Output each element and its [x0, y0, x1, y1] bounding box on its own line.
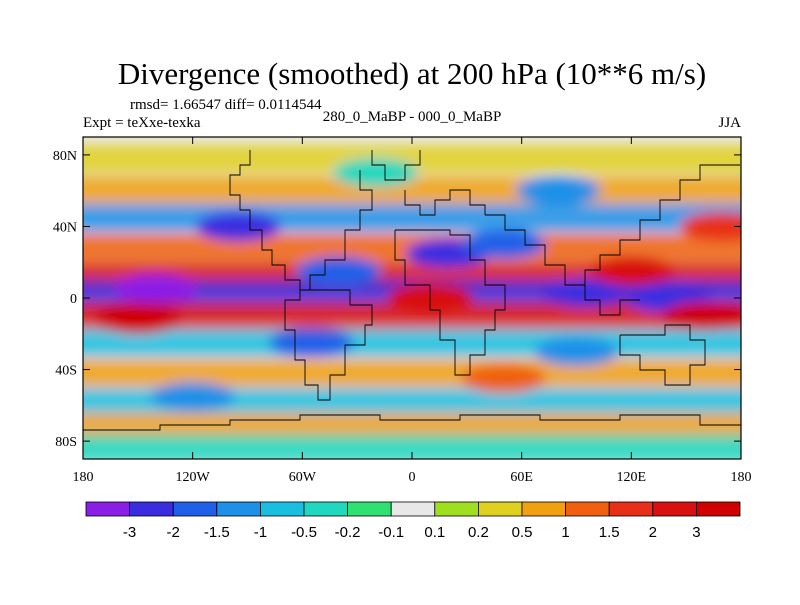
coastline-africa — [394, 229, 506, 376]
field-feature-11 — [269, 328, 354, 357]
field-feature-16 — [516, 176, 601, 205]
colorbar-label-8: 0.2 — [468, 524, 489, 541]
x-tick-label-3: 0 — [409, 470, 416, 485]
x-tick-label-2: 60W — [289, 470, 317, 485]
chart-title: Divergence (smoothed) at 200 hPa (10**6 … — [118, 56, 706, 91]
colorbar-label-9: 0.5 — [512, 524, 533, 541]
x-tick-label-4: 60E — [510, 470, 533, 485]
colorbar-labels: -3 -2 -1.5 -1 -0.5 -0.2 -0.1 0.1 0.2 0.5 1 1.5 2 3 — [123, 524, 701, 541]
field-feature-2 — [296, 257, 381, 286]
coastline-europe — [404, 189, 486, 216]
y-tick-labels: 80N 40N 0 40S 80S — [53, 149, 77, 450]
colorbar-swatch-14 — [696, 501, 741, 517]
colorbar-swatch-8 — [434, 501, 479, 517]
colorbar-swatch-10 — [521, 501, 566, 517]
field-feature-5 — [543, 278, 628, 307]
y-tick-label-3: 40S — [55, 364, 77, 379]
plot-area — [83, 137, 741, 459]
field-band-7 — [83, 328, 741, 357]
season-label: JJA — [718, 115, 741, 131]
coastline-southeast-asia — [584, 285, 640, 316]
x-tick-label-5: 120E — [617, 470, 647, 485]
colorbar-swatch-2 — [172, 501, 218, 517]
field-band-2 — [83, 203, 741, 232]
y-tick-label-2: 0 — [70, 292, 77, 307]
colorbar-label-13: 3 — [692, 524, 700, 541]
colorbar-label-6: -0.1 — [378, 524, 404, 541]
colorbar-label-7: 0.1 — [424, 524, 445, 541]
field-feature-10 — [95, 305, 180, 334]
experiment-label: Expt = teXxe-texka — [83, 115, 201, 131]
colorbar-swatch-6 — [347, 501, 392, 517]
y-tick-label-4: 80S — [55, 435, 77, 450]
colorbar-swatch-12 — [608, 501, 654, 517]
field-feature-17 — [680, 212, 741, 241]
colorbar-label-3: -1 — [254, 524, 267, 541]
field-band-1 — [83, 176, 741, 205]
colorbar-label-11: 1.5 — [599, 524, 620, 541]
field-feature-13 — [150, 382, 235, 411]
colorbar-label-0: -3 — [123, 524, 136, 541]
y-tick-label-1: 40N — [53, 220, 77, 235]
field-band-8 — [83, 359, 741, 388]
x-tick-labels: 180 120W 60W 0 60E 120E 180 — [73, 470, 752, 485]
colorbar-swatch-4 — [259, 501, 305, 517]
field-feature-8 — [589, 257, 674, 286]
coastlines — [83, 150, 741, 431]
coastline-greenland — [371, 150, 421, 181]
field-feature-14 — [534, 337, 619, 366]
colorbar-swatch-0 — [85, 501, 130, 517]
colorbar-label-2: -1.5 — [204, 524, 230, 541]
x-tick-label-6: 180 — [731, 470, 752, 485]
colorbar — [85, 501, 741, 517]
field-feature-4 — [461, 230, 546, 259]
coastline-north-america-east — [300, 170, 373, 291]
field-feature-1 — [196, 212, 281, 241]
field-feature-12 — [461, 364, 546, 393]
colorbar-swatch-3 — [216, 501, 261, 517]
colorbar-swatch-7 — [390, 501, 436, 517]
field-feature-9 — [662, 301, 741, 330]
y-tick-label-0: 80N — [53, 149, 77, 164]
coastline-north-america — [229, 150, 301, 290]
x-tick-label-0: 180 — [73, 470, 94, 485]
x-tick-label-1: 120W — [176, 470, 211, 485]
comparison-label: 280_0_MaBP - 000_0_MaBP — [323, 109, 502, 125]
stats-text: rmsd= 1.66547 diff= 0.0114544 — [130, 97, 322, 113]
coastline-australia — [619, 324, 706, 386]
coastline-antarctica — [83, 414, 741, 431]
colorbar-swatch-11 — [565, 501, 610, 517]
colorbar-label-5: -0.2 — [335, 524, 361, 541]
colorbar-label-4: -0.5 — [291, 524, 317, 541]
coastline-asia — [485, 164, 740, 286]
colorbar-label-12: 2 — [649, 524, 657, 541]
colorbar-swatch-9 — [477, 501, 523, 517]
colorbar-swatch-13 — [652, 501, 697, 517]
coastline-south-america — [284, 289, 373, 401]
colorbar-swatch-1 — [129, 501, 174, 517]
colorbar-swatch-5 — [303, 501, 348, 517]
colorbar-label-1: -2 — [167, 524, 180, 541]
axis-ticks — [82, 137, 742, 459]
colorbar-label-10: 1 — [561, 524, 569, 541]
field-feature-0 — [114, 275, 199, 304]
